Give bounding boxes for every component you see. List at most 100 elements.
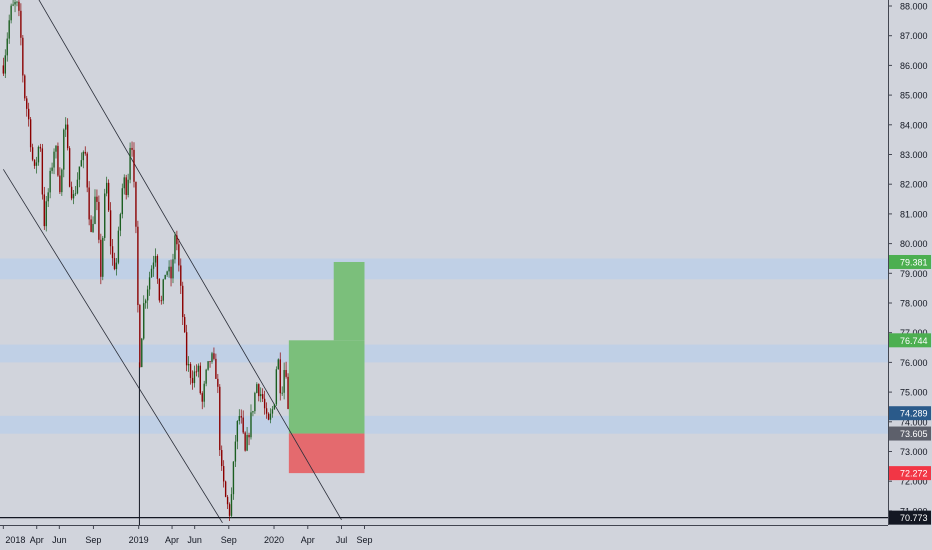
candle-body [8, 20, 10, 39]
candle-body [96, 196, 98, 202]
y-tick-label: 72.000 [900, 477, 928, 487]
candle-body [277, 359, 279, 370]
candle-body [234, 441, 237, 462]
candle-body [90, 219, 92, 232]
candle-body [205, 369, 207, 384]
risk-box [288, 433, 365, 474]
y-tick-label: 73.000 [900, 447, 928, 457]
candle-body [275, 369, 278, 405]
candle-body [244, 432, 246, 451]
candle-body [135, 181, 137, 227]
price-label-text: 76.744 [900, 336, 928, 346]
candle-body [240, 416, 242, 418]
x-tick-label: Sep [85, 535, 101, 545]
price-label-text: 73.605 [900, 429, 928, 439]
y-tick-label: 88.000 [900, 2, 928, 12]
price-label-box [889, 466, 931, 481]
price-label-box [889, 333, 931, 348]
y-tick-label: 81.000 [900, 209, 928, 219]
candle-body [39, 146, 42, 149]
candle-body [222, 466, 225, 482]
candle-body [248, 434, 250, 438]
candle-body [273, 404, 276, 410]
y-tick-label: 75.000 [900, 388, 928, 398]
candle-body [180, 265, 182, 286]
y-tick-label: 76.000 [900, 358, 928, 368]
x-tick-label: Jun [52, 535, 67, 545]
price-labels-layer: 79.381 76.744 74.289 73.605 72.272 70.773 [889, 254, 931, 525]
candle-body [260, 394, 262, 397]
candle-body [156, 256, 159, 279]
candle-body [14, 1, 16, 5]
candle-body [45, 201, 47, 227]
candle-body [143, 303, 145, 339]
candle-body [33, 159, 36, 166]
candle-body [82, 151, 84, 161]
candle-body [26, 98, 28, 109]
candle-body [187, 364, 190, 366]
candle-body [94, 196, 96, 224]
candle-body [287, 376, 289, 409]
candle-body [182, 285, 184, 318]
candle-body [119, 214, 122, 231]
candle-body [164, 274, 166, 280]
x-tick-label: Apr [301, 535, 315, 545]
x-tick-label: 2018 [5, 535, 25, 545]
candle-body [105, 182, 108, 194]
y-tick-label: 86.000 [900, 61, 928, 71]
x-axis: 2018 Apr Jun Sep 2019 Apr Jun Sep 2020 Apr Jul Sep [0, 525, 888, 545]
candle-body [139, 305, 141, 368]
y-tick-label: 77.000 [900, 328, 928, 338]
candle-body [176, 235, 178, 245]
candle-body [197, 365, 200, 372]
candle-body [76, 179, 79, 194]
candle-body [160, 300, 162, 302]
candle-body [203, 383, 205, 402]
candle-body [59, 175, 61, 193]
zone-79 [0, 258, 888, 280]
candle-body [261, 394, 264, 399]
y-tick-label: 82.000 [900, 180, 928, 190]
candle-body [102, 237, 104, 277]
price-label-text: 72.272 [900, 469, 928, 479]
candle-body [86, 153, 88, 188]
candle-body [178, 244, 180, 266]
price-label-box [889, 254, 931, 269]
y-tick-label: 83.000 [900, 150, 928, 160]
candle-body [117, 230, 120, 263]
price-label-text: 74.289 [900, 409, 928, 419]
candle-body [68, 148, 71, 187]
candle-body [98, 201, 100, 240]
candle-body [267, 413, 270, 420]
candle-body [271, 409, 274, 414]
candle-body [279, 359, 281, 394]
candle-body [211, 353, 213, 362]
candles-layer [2, 0, 289, 521]
x-tick-label: Sep [221, 535, 237, 545]
price-label-box [889, 510, 931, 525]
zone-74 [0, 415, 888, 434]
candle-body [283, 370, 285, 393]
candle-body [10, 5, 12, 21]
candle-body [154, 256, 157, 263]
lower-trendline [2, 169, 223, 523]
candle-body [121, 188, 123, 215]
candle-body [111, 246, 114, 259]
candle-body [20, 10, 22, 38]
candle-body [263, 398, 266, 409]
candle-body [174, 235, 176, 260]
price-label-box [889, 426, 931, 441]
candle-body [24, 75, 26, 99]
candle-body [84, 151, 86, 154]
candle-body [49, 170, 51, 193]
x-tick-label: 2020 [264, 535, 284, 545]
candle-body [78, 166, 81, 180]
y-tick-label: 79.000 [900, 269, 928, 279]
candle-body [238, 416, 240, 422]
candle-body [35, 162, 38, 166]
candle-body [183, 317, 186, 333]
price-label-box [889, 406, 931, 421]
position-layer[interactable] [288, 261, 365, 474]
candle-body [141, 338, 143, 368]
